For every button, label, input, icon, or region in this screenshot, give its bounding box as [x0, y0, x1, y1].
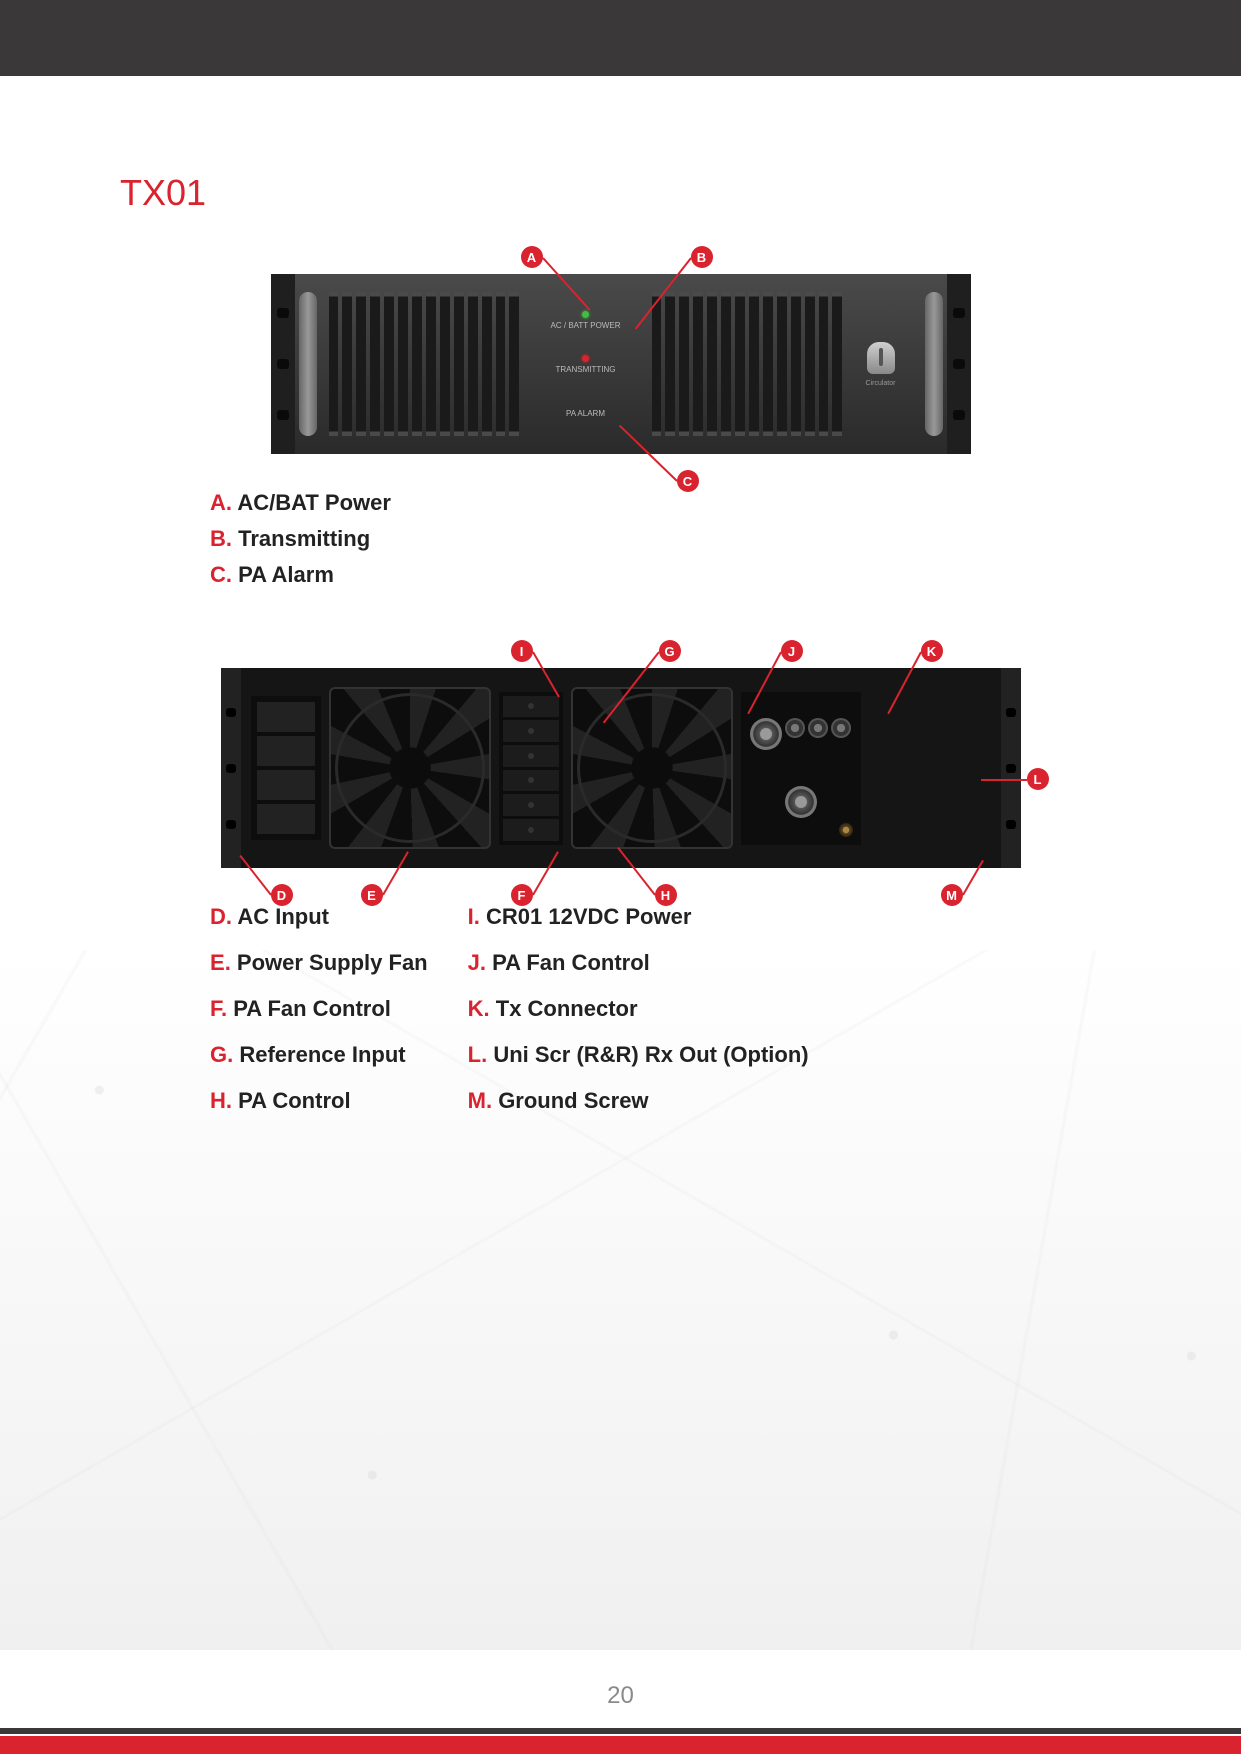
led-off-icon	[582, 399, 589, 406]
led-label: TRANSMITTING	[556, 365, 616, 374]
led-green-icon	[582, 311, 589, 318]
led-label: PA ALARM	[566, 409, 605, 418]
legend-item-a: A. AC/BAT Power	[210, 490, 1121, 516]
page-title: TX01	[120, 172, 1121, 214]
tx-connector-block	[741, 692, 861, 845]
led-transmitting: TRANSMITTING	[556, 355, 616, 374]
rear-ear-left	[221, 668, 241, 868]
circulator-label: Circulator	[866, 380, 896, 387]
rear-legend: D. AC Input E. Power Supply Fan F. PA Fa…	[120, 904, 1121, 1124]
legend-item-d: D. AC Input	[210, 904, 428, 930]
callout-line-l	[981, 779, 1027, 781]
legend-col-left: D. AC Input E. Power Supply Fan F. PA Fa…	[210, 904, 428, 1124]
ear-hole	[953, 308, 965, 318]
callout-h: H	[655, 884, 677, 906]
legend-text: AC/BAT Power	[237, 490, 391, 515]
callout-e: E	[361, 884, 383, 906]
callout-f: F	[511, 884, 533, 906]
content-area: TX01 A B C	[0, 172, 1241, 1124]
fan-pa	[571, 687, 733, 849]
legend-item-c: C. PA Alarm	[210, 562, 1121, 588]
callout-g: G	[659, 640, 681, 662]
rear-ear-right	[1001, 668, 1021, 868]
bnc-connector-icon	[785, 718, 805, 738]
ear-hole	[953, 359, 965, 369]
legend-letter: B	[210, 526, 226, 551]
legend-letter: A	[210, 490, 226, 515]
ear-hole	[277, 359, 289, 369]
legend-col-right: I. CR01 12VDC Power J. PA Fan Control K.…	[468, 904, 809, 1124]
legend-item-i: I. CR01 12VDC Power	[468, 904, 809, 930]
led-ac-power: AC / BATT POWER	[551, 311, 621, 330]
led-red-icon	[582, 355, 589, 362]
callout-d: D	[271, 884, 293, 906]
callout-m: M	[941, 884, 963, 906]
bnc-connector-icon	[808, 718, 828, 738]
rack-ear-right	[947, 274, 971, 454]
led-panel: AC / BATT POWER TRANSMITTING PA ALARM	[526, 292, 646, 436]
ground-screw-icon	[839, 823, 853, 837]
bnc-connector-icon	[750, 718, 782, 750]
legend-item-m: M. Ground Screw	[468, 1088, 809, 1114]
bnc-connector-icon	[831, 718, 851, 738]
front-legend: A. AC/BAT Power B. Transmitting C. PA Al…	[120, 490, 1121, 588]
bottom-bar	[0, 1736, 1241, 1754]
legend-item-l: L. Uni Scr (R&R) Rx Out (Option)	[468, 1042, 809, 1068]
callout-l: L	[1027, 768, 1049, 790]
callout-b: B	[691, 246, 713, 268]
legend-item-k: K. Tx Connector	[468, 996, 809, 1022]
led-label: AC / BATT POWER	[551, 321, 621, 330]
connector-block-left	[499, 692, 563, 845]
legend-text: Transmitting	[238, 526, 370, 551]
handle-left	[299, 292, 317, 436]
handle-right	[925, 292, 943, 436]
legend-item-j: J. PA Fan Control	[468, 950, 809, 976]
legend-item-e: E. Power Supply Fan	[210, 950, 428, 976]
legend-item-h: H. PA Control	[210, 1088, 428, 1114]
vent-group-left	[329, 292, 520, 436]
led-pa-alarm: PA ALARM	[566, 399, 605, 418]
legend-letter: C	[210, 562, 226, 587]
callout-a: A	[521, 246, 543, 268]
rack-ear-left	[271, 274, 295, 454]
circulator-icon	[867, 342, 895, 374]
legend-item-b: B. Transmitting	[210, 526, 1121, 552]
legend-item-f: F. PA Fan Control	[210, 996, 428, 1022]
ear-hole	[277, 410, 289, 420]
fan-psu	[329, 687, 491, 849]
ear-hole	[953, 410, 965, 420]
bnc-connector-icon	[785, 786, 817, 818]
callout-i: I	[511, 640, 533, 662]
legend-item-g: G. Reference Input	[210, 1042, 428, 1068]
top-bar	[0, 0, 1241, 76]
page-number: 20	[607, 1682, 634, 1710]
callout-c: C	[677, 470, 699, 492]
callout-j: J	[781, 640, 803, 662]
circulator-panel: Circulator	[849, 292, 913, 436]
vent-group-right	[652, 292, 843, 436]
callout-k: K	[921, 640, 943, 662]
rear-diagram: I G J K L D E F H M	[221, 668, 1021, 868]
ac-input-block	[251, 696, 321, 840]
legend-text: PA Alarm	[238, 562, 334, 587]
front-diagram: A B C A	[271, 274, 971, 454]
ear-hole	[277, 308, 289, 318]
